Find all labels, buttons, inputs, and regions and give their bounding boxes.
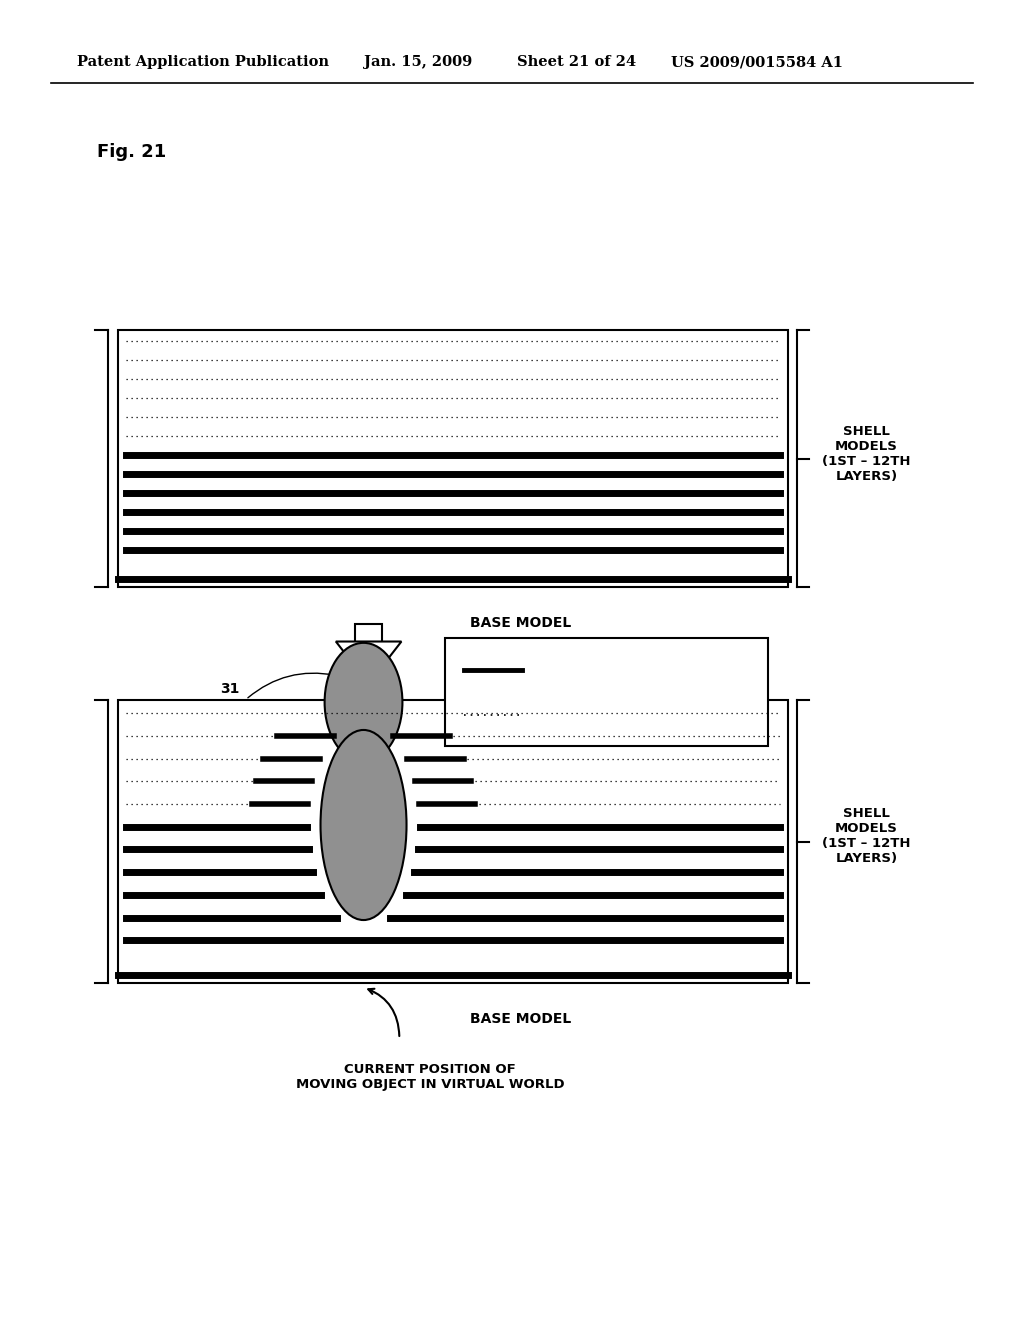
Text: BASE MODEL: BASE MODEL <box>470 616 570 631</box>
Bar <box>445 638 768 746</box>
Ellipse shape <box>325 643 402 762</box>
Bar <box>118 330 788 587</box>
Bar <box>118 700 788 983</box>
Text: SHELL
MODELS
(1ST – 12TH
LAYERS): SHELL MODELS (1ST – 12TH LAYERS) <box>822 425 910 483</box>
Text: Jan. 15, 2009: Jan. 15, 2009 <box>364 55 472 69</box>
Text: INVISIBLE REGION: INVISIBLE REGION <box>529 709 650 722</box>
Polygon shape <box>336 642 401 684</box>
Text: Sheet 21 of 24: Sheet 21 of 24 <box>517 55 636 69</box>
Text: Fig. 21: Fig. 21 <box>97 143 167 161</box>
Text: VISIBLE REGION: VISIBLE REGION <box>529 664 636 677</box>
Text: 31: 31 <box>220 682 240 696</box>
Text: SHELL
MODELS
(1ST – 12TH
LAYERS): SHELL MODELS (1ST – 12TH LAYERS) <box>822 807 910 865</box>
Bar <box>355 624 382 642</box>
Text: Patent Application Publication: Patent Application Publication <box>77 55 329 69</box>
Ellipse shape <box>321 730 407 920</box>
Text: US 2009/0015584 A1: US 2009/0015584 A1 <box>671 55 843 69</box>
Text: BASE MODEL: BASE MODEL <box>470 1012 570 1027</box>
Text: CURRENT POSITION OF
MOVING OBJECT IN VIRTUAL WORLD: CURRENT POSITION OF MOVING OBJECT IN VIR… <box>296 1063 564 1090</box>
